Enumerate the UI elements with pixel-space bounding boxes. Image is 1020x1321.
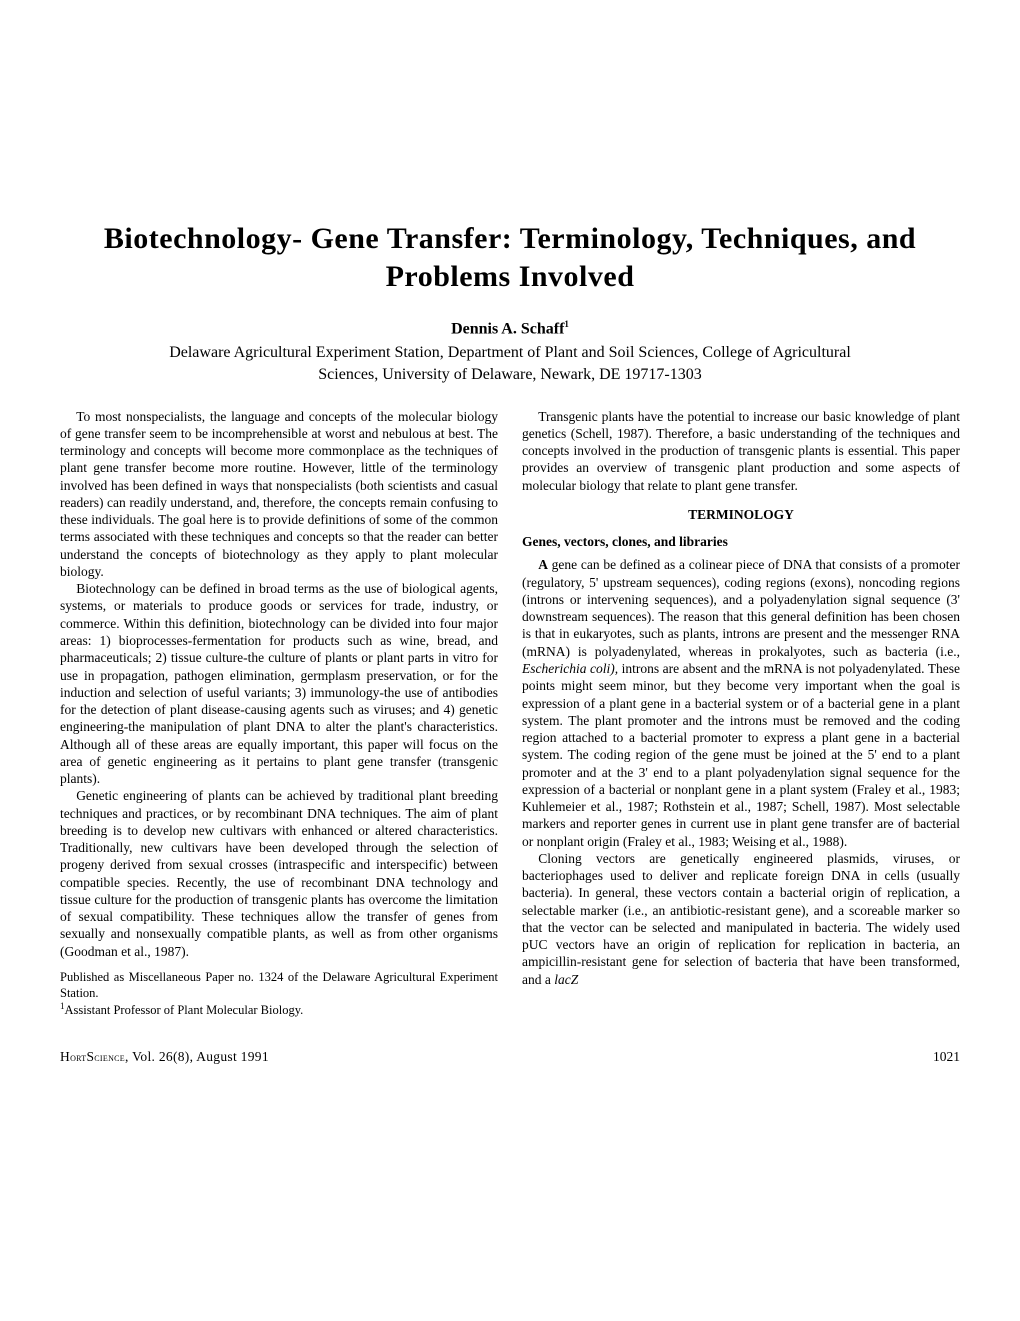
footer-ort: ort	[70, 1052, 86, 1064]
article-title: Biotechnology- Gene Transfer: Terminolog…	[60, 220, 960, 295]
right-paragraph-2b: gene can be defined as a colinear piece …	[522, 557, 960, 658]
author-name: Dennis A. Schaff	[451, 320, 564, 337]
affiliation-line-2: Sciences, University of Delaware, Newark…	[318, 366, 701, 383]
footnote-block: Published as Miscellaneous Paper no. 132…	[60, 970, 498, 1019]
intro-paragraph-2: Biotechnology can be defined in broad te…	[60, 580, 498, 787]
subsection-heading-genes: Genes, vectors, clones, and libraries	[522, 533, 960, 550]
right-paragraph-3a: Cloning vectors are genetically engineer…	[522, 851, 960, 987]
right-paragraph-3: Cloning vectors are genetically engineer…	[522, 850, 960, 988]
author-line: Dennis A. Schaff1	[60, 319, 960, 338]
affiliation: Delaware Agricultural Experiment Station…	[60, 342, 960, 385]
intro-paragraph-1: To most nonspecialists, the language and…	[60, 408, 498, 581]
footnote-author-role-text: Assistant Professor of Plant Molecular B…	[65, 1003, 304, 1017]
footnote-author-role: 1Assistant Professor of Plant Molecular …	[60, 1001, 498, 1019]
bold-a: A	[538, 557, 548, 572]
footer-cience: cience	[94, 1052, 125, 1064]
footer-vol-issue: , Vol. 26(8), August 1991	[125, 1049, 269, 1064]
right-paragraph-2: A gene can be defined as a colinear piec…	[522, 556, 960, 850]
title-line-1: Biotechnology- Gene Transfer: Terminolog…	[104, 222, 916, 255]
footer-h: H	[60, 1049, 70, 1064]
affiliation-line-1: Delaware Agricultural Experiment Station…	[169, 344, 851, 361]
lacz-italic: lacZ	[554, 972, 578, 987]
footnote-misc-paper: Published as Miscellaneous Paper no. 132…	[60, 970, 498, 1001]
ecoli-italic: Escherichia coli),	[522, 661, 618, 676]
author-superscript: 1	[564, 319, 569, 329]
footer-journal-info: HortScience, Vol. 26(8), August 1991	[60, 1049, 269, 1065]
right-paragraph-1: Transgenic plants have the potential to …	[522, 408, 960, 494]
page-footer: HortScience, Vol. 26(8), August 1991 102…	[60, 1049, 960, 1065]
right-paragraph-2d: introns are absent and the mRNA is not p…	[522, 661, 960, 849]
page-number: 1021	[933, 1049, 960, 1065]
section-heading-terminology: TERMINOLOGY	[522, 506, 960, 523]
title-line-2: Problems Involved	[386, 260, 635, 293]
body-columns: To most nonspecialists, the language and…	[60, 408, 960, 1020]
intro-paragraph-3: Genetic engineering of plants can be ach…	[60, 787, 498, 960]
